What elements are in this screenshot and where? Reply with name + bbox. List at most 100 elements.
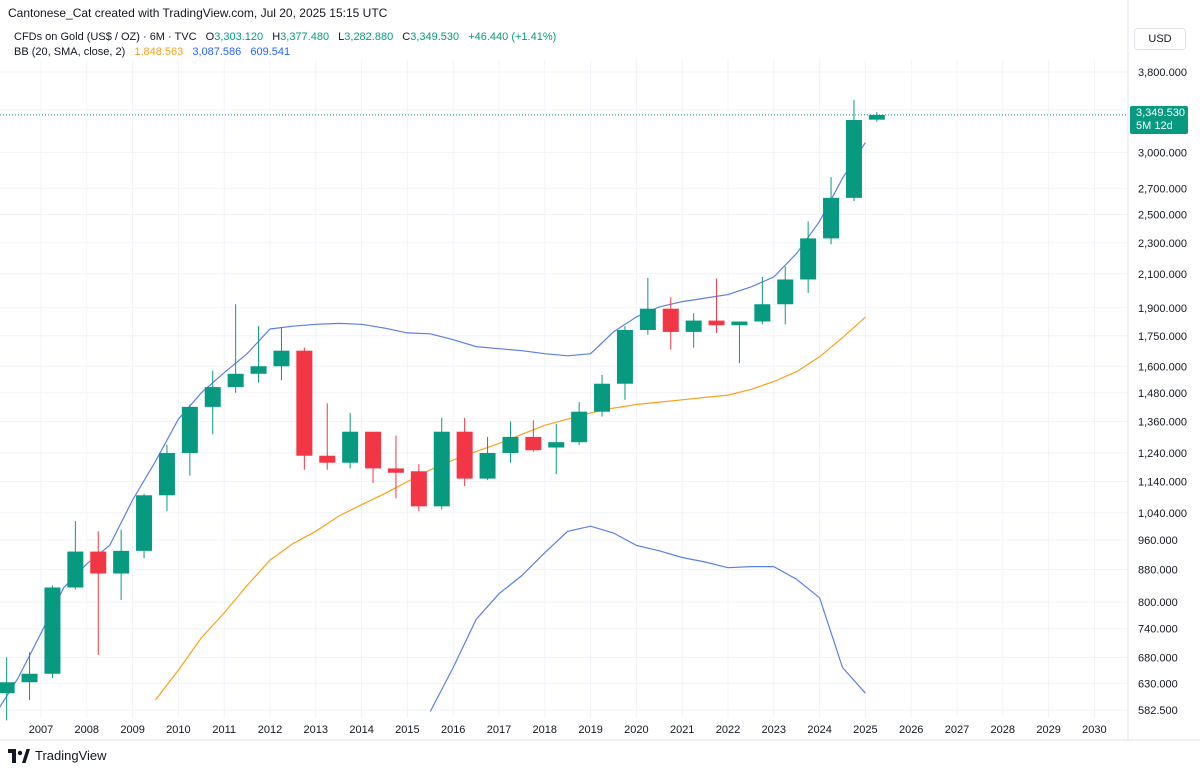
candle-body (731, 321, 748, 326)
legend-open-label: O (205, 31, 215, 43)
x-tick-label: 2019 (578, 724, 602, 736)
candle[interactable] (387, 435, 404, 499)
candle[interactable] (181, 404, 198, 476)
candle-body (708, 320, 725, 326)
candle[interactable] (113, 529, 130, 600)
y-tick-label: 2,700.000 (1138, 183, 1187, 195)
candle[interactable] (479, 436, 496, 481)
x-tick-label: 2017 (487, 724, 511, 736)
legend-ohlc-row: CFDs on Gold (US$ / OZ) · 6M · TVC O3,30… (14, 30, 558, 45)
candle[interactable] (365, 431, 382, 484)
tradingview-logo[interactable]: TradingView (8, 748, 107, 763)
candle[interactable] (754, 277, 771, 325)
candle[interactable] (616, 326, 633, 400)
candle[interactable] (342, 412, 359, 469)
candle[interactable] (571, 402, 588, 445)
legend-low-label: L (338, 31, 345, 43)
candle-body (777, 279, 794, 305)
candle[interactable] (868, 112, 885, 122)
currency-selector[interactable]: USD (1134, 28, 1186, 50)
candle[interactable] (90, 531, 107, 655)
candle[interactable] (731, 321, 748, 364)
legend-bb-lower: 1,848.563 (134, 46, 184, 58)
tradingview-logo-icon (8, 748, 30, 763)
legend-close-value: 3,349.530 (410, 31, 460, 43)
current-price-tag: 3,349.530 5M 12d (1130, 106, 1188, 134)
legend-change: +46.440 (+1.41%) (468, 31, 557, 43)
candle[interactable] (594, 374, 611, 417)
x-tick-label: 2023 (762, 724, 786, 736)
candle-body (502, 436, 519, 453)
y-tick-label: 2,100.000 (1138, 269, 1187, 281)
candle[interactable] (708, 278, 725, 333)
candle[interactable] (0, 657, 15, 721)
candle[interactable] (44, 585, 61, 678)
legend-symbol[interactable]: CFDs on Gold (US$ / OZ) · 6M · TVC (14, 31, 197, 43)
legend-bb-label[interactable]: BB (20, SMA, close, 2) (14, 46, 126, 58)
legend-high-label: H (272, 31, 281, 43)
x-tick-label: 2015 (395, 724, 419, 736)
x-tick-label: 2024 (807, 724, 831, 736)
candle-body (273, 350, 290, 367)
candle-body (433, 431, 450, 507)
candle[interactable] (410, 464, 427, 512)
candle[interactable] (67, 521, 84, 590)
candle[interactable] (21, 652, 38, 700)
candle-body (181, 406, 198, 453)
candle-body (365, 431, 382, 469)
candle[interactable] (823, 177, 840, 245)
x-tick-label: 2011 (212, 724, 236, 736)
legend-bb-row: BB (20, SMA, close, 2) 1,848.563 3,087.5… (14, 45, 558, 60)
candle[interactable] (227, 304, 244, 393)
candle[interactable] (158, 444, 175, 512)
candle[interactable] (525, 420, 542, 452)
x-tick-label: 2009 (120, 724, 144, 736)
candle-body (823, 197, 840, 239)
candle-body (136, 495, 153, 551)
candle[interactable] (136, 493, 153, 559)
candle-body (845, 119, 862, 198)
candle[interactable] (250, 326, 267, 383)
x-tick-label: 2022 (716, 724, 740, 736)
y-tick-label: 1,600.000 (1138, 361, 1187, 373)
candle-body (616, 329, 633, 384)
candle-body (387, 468, 404, 473)
legend-bb-width: 609.541 (250, 46, 291, 58)
candle[interactable] (502, 421, 519, 463)
candle[interactable] (204, 370, 221, 435)
legend-bb-middle: 3,087.586 (192, 46, 242, 58)
candle[interactable] (433, 417, 450, 510)
candle[interactable] (319, 403, 336, 470)
candle[interactable] (662, 297, 679, 350)
y-tick-label: 680.000 (1138, 652, 1178, 664)
y-tick-label: 1,480.000 (1138, 388, 1187, 400)
legend-open-value: 3,303.120 (214, 31, 264, 43)
candle[interactable] (685, 313, 702, 348)
candle[interactable] (296, 347, 313, 470)
candle[interactable] (456, 417, 473, 487)
candle-body (90, 551, 107, 574)
chart-attribution: Cantonese_Cat created with TradingView.c… (8, 6, 388, 20)
y-tick-label: 582.500 (1138, 705, 1178, 717)
y-tick-label: 2,500.000 (1138, 209, 1187, 221)
candle[interactable] (273, 327, 290, 381)
candle-body (685, 320, 702, 332)
x-tick-label: 2008 (75, 724, 99, 736)
candle-body (479, 452, 496, 479)
x-tick-label: 2016 (441, 724, 465, 736)
candle[interactable] (845, 99, 862, 202)
bb-upper-band (0, 142, 866, 708)
y-tick-label: 880.000 (1138, 565, 1178, 577)
y-tick-label: 960.000 (1138, 535, 1178, 547)
candle[interactable] (777, 266, 794, 325)
x-tick-label: 2026 (899, 724, 923, 736)
legend-low-value: 3,282.880 (344, 31, 394, 43)
y-tick-label: 3,000.000 (1138, 147, 1187, 159)
candle-body (754, 304, 771, 322)
candle[interactable] (800, 221, 817, 293)
candle-body (227, 373, 244, 388)
candle[interactable] (639, 277, 656, 335)
candle[interactable] (548, 424, 565, 475)
candle-body (800, 238, 817, 280)
